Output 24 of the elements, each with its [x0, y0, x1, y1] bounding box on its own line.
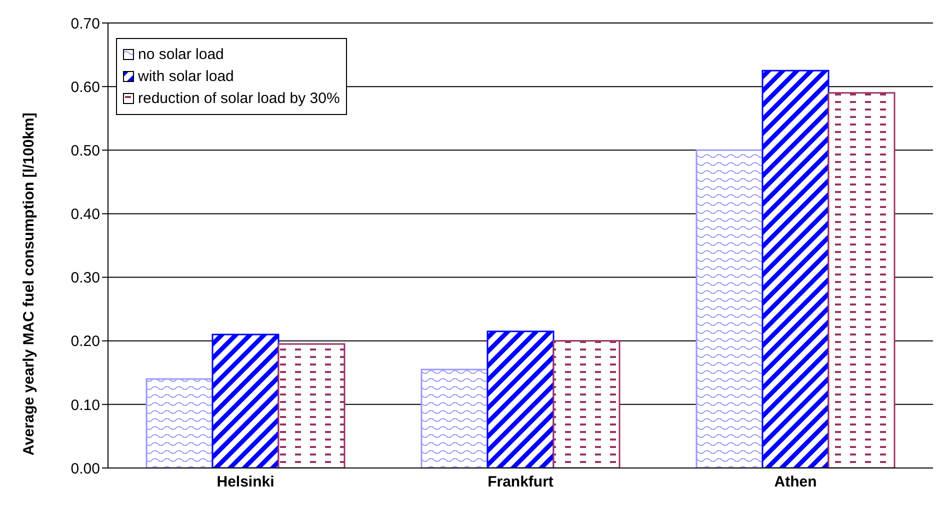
bar: [486, 330, 554, 468]
bar: [762, 70, 830, 468]
bar: [828, 92, 896, 468]
x-tick-label: Athen: [774, 474, 817, 491]
y-tick-label: 0.20: [70, 333, 100, 350]
x-tick-label: Helsinki: [216, 474, 274, 491]
bar: [278, 343, 346, 468]
y-tick-label: 0.60: [70, 78, 100, 96]
bar: [552, 340, 620, 468]
y-tick-label: 0.70: [70, 15, 100, 32]
y-tick-label: 0.00: [70, 460, 100, 478]
y-tick-label: 0.50: [70, 142, 100, 160]
y-tick-label: 0.40: [70, 206, 100, 224]
y-tick-label: 0.30: [70, 270, 100, 287]
legend-label: reduction of solar load by 30%: [138, 90, 340, 107]
y-tick-label: 0.10: [70, 396, 100, 414]
bar: [696, 149, 764, 468]
bar: [212, 334, 280, 468]
y-axis-title: Average yearly MAC fuel consumption [l/100km]: [20, 112, 38, 456]
legend-label: no solar load: [138, 46, 224, 63]
bar: [420, 368, 488, 468]
bar: [146, 378, 214, 468]
legend-label: with solar load: [138, 68, 234, 85]
x-tick-label: Frankfurt: [488, 474, 554, 491]
